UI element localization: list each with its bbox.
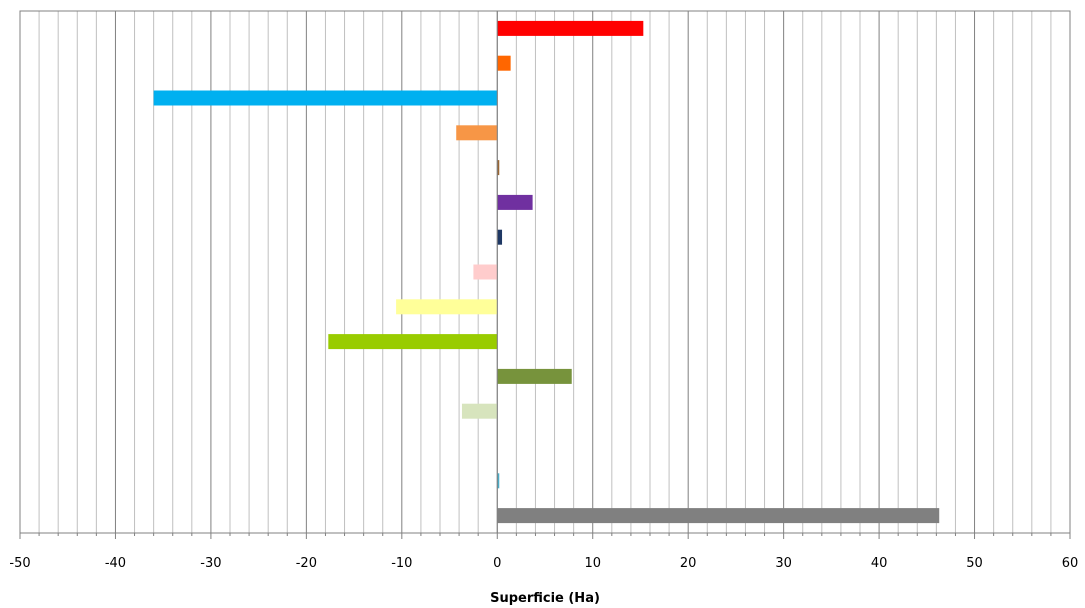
bar xyxy=(497,508,940,524)
plot-area-frame xyxy=(19,10,1071,534)
x-tick-label: -10 xyxy=(391,556,412,571)
x-axis-ticks: -50 -40 -30 -20 -10 0 10 20 30 40 50 60 xyxy=(9,533,1078,571)
bar xyxy=(497,473,500,489)
bar xyxy=(473,264,498,280)
x-tick-label: 60 xyxy=(1062,556,1079,571)
bar xyxy=(396,299,498,315)
bars-group xyxy=(153,20,940,524)
bar xyxy=(497,368,572,384)
bar xyxy=(497,55,511,71)
bar xyxy=(497,20,644,36)
bar xyxy=(461,403,498,419)
x-tick-label: -50 xyxy=(9,556,30,571)
bar xyxy=(497,194,533,210)
bar xyxy=(328,334,498,350)
minor-gridlines xyxy=(38,11,1052,533)
bar xyxy=(456,125,498,141)
x-tick-label: 50 xyxy=(966,556,983,571)
x-tick-label: -20 xyxy=(296,556,317,571)
bar xyxy=(497,160,500,176)
x-tick-label: -40 xyxy=(105,556,126,571)
x-tick-label: 10 xyxy=(584,556,601,571)
x-tick-label: 0 xyxy=(493,556,501,571)
bar xyxy=(497,229,503,245)
x-tick-label: -30 xyxy=(200,556,221,571)
x-tick-label: 40 xyxy=(871,556,888,571)
bar xyxy=(153,90,498,106)
x-tick-label: 30 xyxy=(775,556,792,571)
x-axis-title: Superficie (Ha) xyxy=(490,591,600,606)
x-tick-label: 20 xyxy=(680,556,697,571)
major-gridlines xyxy=(19,11,1071,533)
